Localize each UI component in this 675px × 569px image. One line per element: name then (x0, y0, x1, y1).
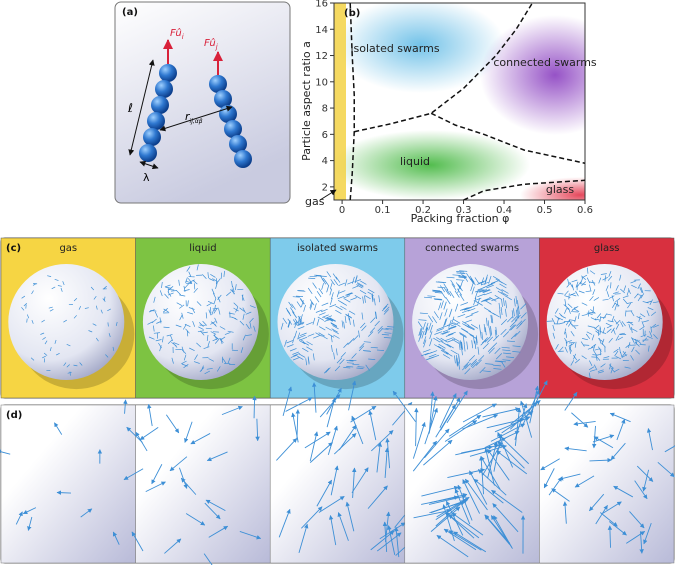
panel-a-frame (115, 2, 290, 203)
x-tick-label: 0.6 (577, 205, 593, 216)
panel-label: (b) (344, 8, 360, 19)
sphere (547, 264, 663, 380)
bead (147, 112, 165, 130)
y-tick-label: 12 (315, 51, 328, 62)
bead (143, 128, 161, 146)
panel-label: (c) (6, 243, 21, 254)
snapshot-tile (539, 405, 674, 563)
y-axis-label: Particle aspect ratio a (300, 41, 313, 161)
y-tick-label: 8 (322, 104, 328, 115)
force-label: Fûj (204, 37, 218, 51)
region-shading (330, 0, 640, 213)
phase-title: isolated swarms (297, 243, 378, 254)
gas-band (334, 3, 346, 200)
x-tick-label: 0 (339, 205, 345, 216)
snapshot-tile (270, 405, 405, 563)
sphere (8, 264, 124, 380)
velocity-arrow (57, 493, 71, 494)
y-tick-label: 2 (322, 182, 328, 193)
sphere (412, 264, 528, 380)
phase-title: glass (594, 243, 620, 254)
region-label: connected swarms (493, 56, 597, 69)
y-tick-label: 14 (315, 25, 328, 36)
region-label: gas (305, 195, 325, 208)
y-tick-label: 16 (315, 0, 328, 10)
y-tick-label: 4 (322, 156, 328, 167)
force-sub: j (215, 43, 218, 51)
force-main: Fû (170, 27, 182, 39)
region-shade (480, 15, 630, 135)
panel-b: (b) isolated swarms connected swarms liq… (300, 0, 640, 225)
x-tick-label: 0.2 (415, 205, 431, 216)
snapshot-tile (1, 405, 136, 563)
bead (159, 64, 177, 82)
force-main: Fû (204, 37, 216, 49)
y-tick-label: 10 (315, 77, 328, 88)
length-label: ℓ (127, 101, 133, 115)
phase-title: gas (59, 243, 77, 254)
snapshot-tile (405, 405, 540, 563)
bead (234, 150, 252, 168)
bead (151, 96, 169, 114)
panel-label: (d) (6, 410, 22, 421)
region-label: liquid (400, 155, 430, 168)
region-label: glass (546, 183, 575, 196)
bead (155, 80, 173, 98)
panel-c: gas liquid isolated swarms connected swarms… (1, 238, 674, 398)
panel-d (0, 381, 675, 565)
velocity-arrow (254, 396, 255, 418)
distance-sub: ij,αβ (190, 118, 203, 125)
phase-title: connected swarms (425, 243, 519, 254)
x-tick-label: 0.1 (375, 205, 391, 216)
bead (139, 144, 157, 162)
panel-label: (a) (122, 7, 138, 18)
force-sub: i (182, 33, 184, 41)
force-label: Fûi (170, 27, 184, 41)
x-tick-label: 0.3 (456, 205, 472, 216)
region-label: isolated swarms (350, 42, 439, 55)
width-label: λ (143, 171, 150, 184)
panel-a: (a) Fûi Fûj ℓ λ rij,αβ (115, 2, 290, 203)
phase-title: liquid (189, 243, 216, 254)
x-tick-label: 0.4 (496, 205, 512, 216)
y-tick-label: 6 (322, 130, 328, 141)
x-tick-label: 0.5 (537, 205, 553, 216)
